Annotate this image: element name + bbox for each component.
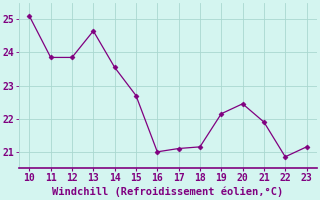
X-axis label: Windchill (Refroidissement éolien,°C): Windchill (Refroidissement éolien,°C) <box>52 187 284 197</box>
